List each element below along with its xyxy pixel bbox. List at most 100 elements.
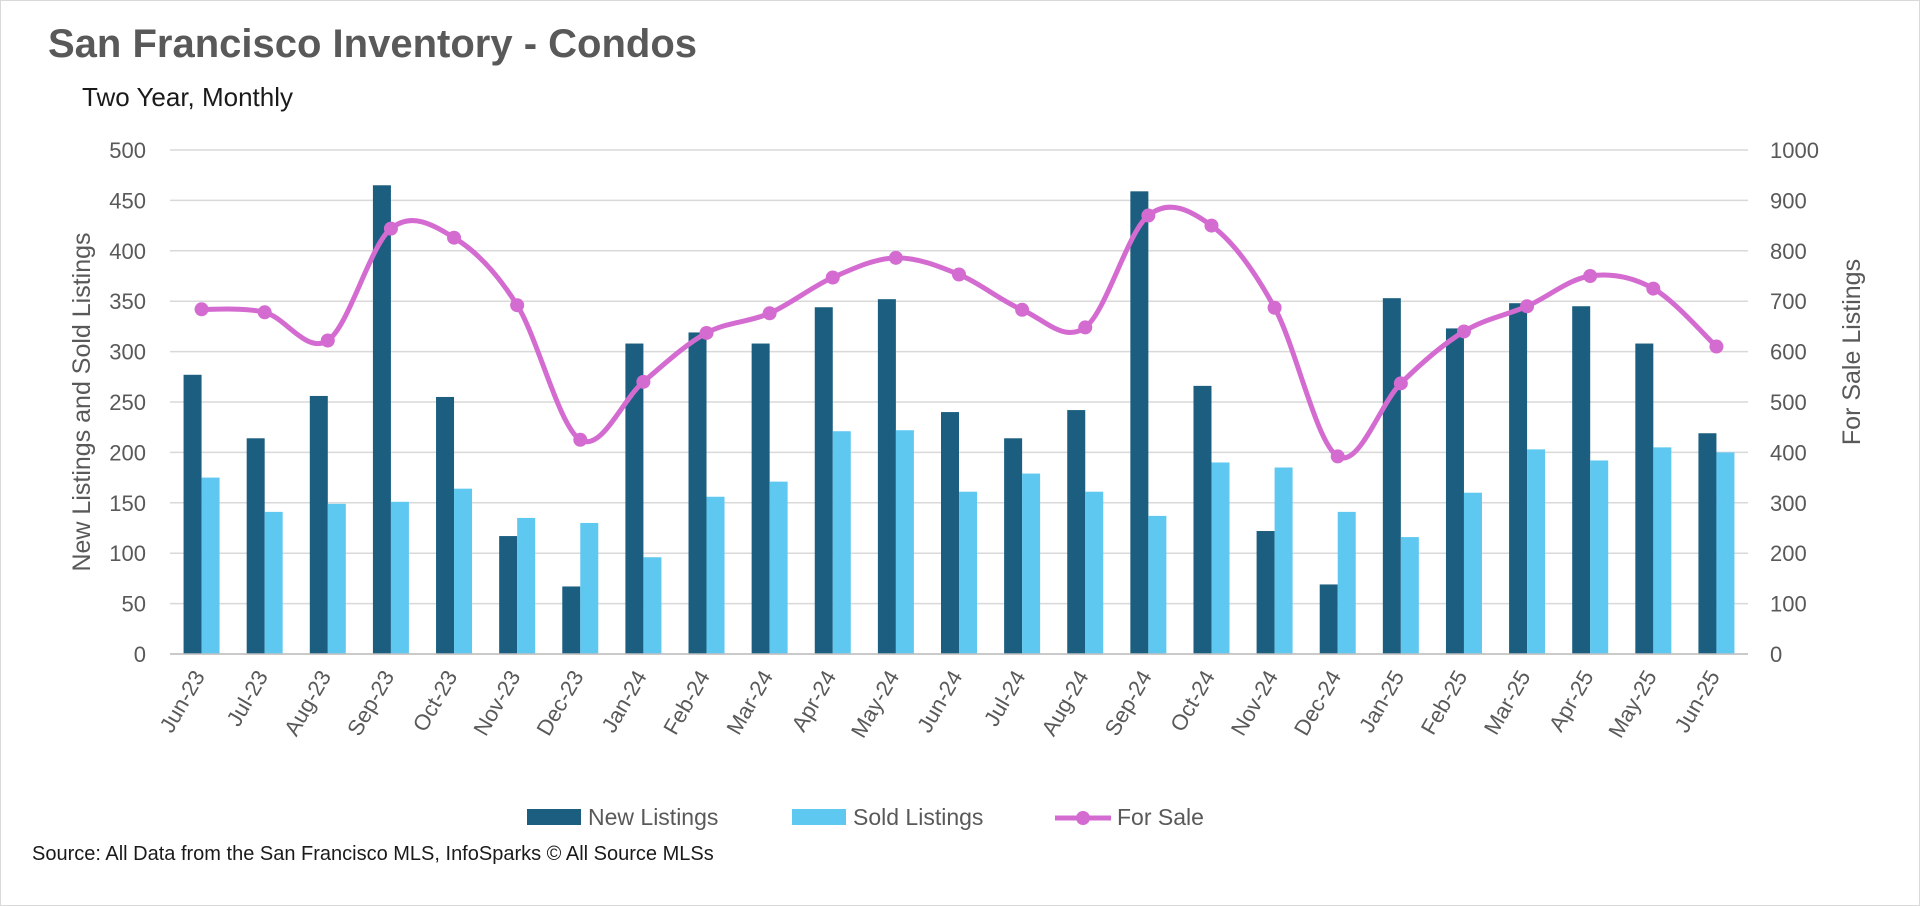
bar-sold-listings	[959, 491, 977, 654]
for-sale-point	[762, 306, 777, 321]
y-tick-label: 0	[134, 642, 146, 667]
bar-sold-listings	[706, 496, 725, 654]
bar-new-listings	[309, 395, 328, 654]
for-sale-point	[1015, 302, 1030, 317]
x-tick-label: Oct-23	[408, 666, 463, 736]
for-sale-point	[1078, 320, 1093, 335]
y2-axis-title: For Sale Listings	[1838, 259, 1866, 445]
for-sale-point	[510, 298, 525, 313]
bar-new-listings	[1067, 410, 1086, 654]
for-sale-point	[1520, 299, 1535, 314]
bar-sold-listings	[1337, 511, 1356, 654]
for-sale-point	[320, 333, 335, 348]
y2-tick-label: 600	[1770, 340, 1807, 365]
for-sale-point	[952, 267, 966, 282]
for-sale-point	[1330, 449, 1345, 464]
legend-label-for-sale: For Sale	[1117, 804, 1204, 830]
chart-subtitle: Two Year, Monthly	[82, 82, 294, 112]
bar-sold-listings	[580, 522, 599, 654]
for-sale-point	[1583, 269, 1598, 283]
for-sale-line	[194, 204, 1724, 464]
for-sale-point	[1646, 281, 1661, 296]
for-sale-point	[1267, 300, 1282, 315]
bar-new-listings	[814, 307, 833, 654]
y2-tick-label: 800	[1770, 239, 1807, 264]
bar-new-listings	[941, 412, 959, 654]
x-tick-label: Feb-25	[1416, 666, 1473, 739]
y-tick-label: 200	[109, 440, 146, 465]
y-tick-label: 100	[109, 541, 146, 566]
bar-new-listings	[183, 374, 202, 654]
x-tick-label: Mar-24	[721, 666, 777, 739]
y-tick-label: 500	[109, 138, 146, 163]
x-tick-label: Jun-23	[155, 666, 210, 737]
for-sale-point	[573, 432, 588, 447]
legend-label-sold-listings: Sold Listings	[853, 804, 983, 830]
for-sale-point	[1204, 218, 1219, 233]
x-tick-label: Aug-23	[279, 666, 336, 740]
x-tick-label: Apr-24	[786, 666, 841, 736]
for-sale-point	[257, 305, 272, 320]
bar-sold-listings	[1274, 467, 1293, 654]
x-tick-label: Jul-23	[221, 666, 273, 730]
y2-tick-label: 200	[1770, 541, 1807, 566]
for-sale-point	[194, 302, 209, 317]
x-tick-label: Sep-24	[1100, 666, 1157, 740]
x-tick-label: May-24	[846, 666, 904, 742]
bar-sold-listings	[201, 477, 220, 654]
bar-sold-listings	[1463, 492, 1482, 654]
bar-new-listings	[625, 343, 644, 654]
bar-sold-listings	[264, 511, 283, 654]
y2-tick-label: 100	[1770, 592, 1807, 617]
legend-label-new-listings: New Listings	[588, 804, 718, 830]
bar-new-listings	[877, 299, 896, 654]
y2-tick-label: 0	[1770, 642, 1782, 667]
x-tick-label: Jul-24	[979, 666, 1031, 730]
y-tick-label: 250	[109, 390, 146, 415]
bar-new-listings	[246, 438, 265, 654]
bar-new-listings	[1572, 306, 1591, 654]
bar-sold-listings	[1085, 491, 1104, 654]
bar-sold-listings	[769, 481, 788, 654]
legend-swatch-new-listings	[527, 809, 581, 825]
x-tick-label: Feb-24	[658, 666, 715, 739]
x-tick-label: Sep-23	[342, 666, 399, 740]
bar-new-listings	[1698, 433, 1717, 654]
bar-new-listings	[372, 185, 391, 654]
bar-new-listings	[499, 536, 518, 654]
bar-sold-listings	[895, 430, 914, 654]
for-sale-point	[888, 250, 903, 265]
x-tick-label: Nov-23	[468, 666, 525, 740]
y2-tick-label: 300	[1770, 491, 1807, 516]
x-tick-label: Dec-24	[1289, 666, 1346, 740]
x-tick-label: Oct-24	[1165, 666, 1220, 736]
x-tick-label: Jun-25	[1669, 666, 1724, 737]
bar-new-listings	[1004, 438, 1023, 654]
y2-tick-label: 700	[1770, 289, 1807, 314]
bar-new-listings	[1445, 328, 1464, 654]
x-tick-label: Dec-23	[531, 666, 588, 740]
bar-new-listings	[688, 332, 707, 654]
x-tick-label: Aug-24	[1036, 666, 1093, 740]
for-sale-point	[383, 221, 398, 236]
x-tick-label: Nov-24	[1226, 666, 1283, 740]
x-tick-label: Mar-25	[1479, 666, 1535, 739]
bar-sold-listings	[454, 488, 473, 654]
bar-sold-listings	[1527, 449, 1546, 654]
bar-new-listings	[1509, 303, 1528, 654]
y-tick-label: 400	[109, 239, 146, 264]
bar-new-listings	[436, 396, 455, 654]
x-tick-label: May-25	[1603, 666, 1661, 742]
y2-tick-label: 500	[1770, 390, 1807, 415]
legend-marker-for-sale	[1076, 811, 1090, 825]
bar-sold-listings	[1022, 473, 1041, 654]
bar-sold-listings	[1400, 537, 1419, 654]
bar-sold-listings	[1653, 447, 1672, 654]
for-sale-point	[1393, 376, 1408, 391]
y2-tick-label: 400	[1770, 440, 1807, 465]
bar-sold-listings	[1148, 515, 1167, 654]
bar-series	[183, 185, 1735, 654]
legend: New Listings Sold Listings For Sale	[527, 804, 1204, 830]
y-tick-label: 350	[109, 289, 146, 314]
bar-sold-listings	[832, 431, 851, 654]
